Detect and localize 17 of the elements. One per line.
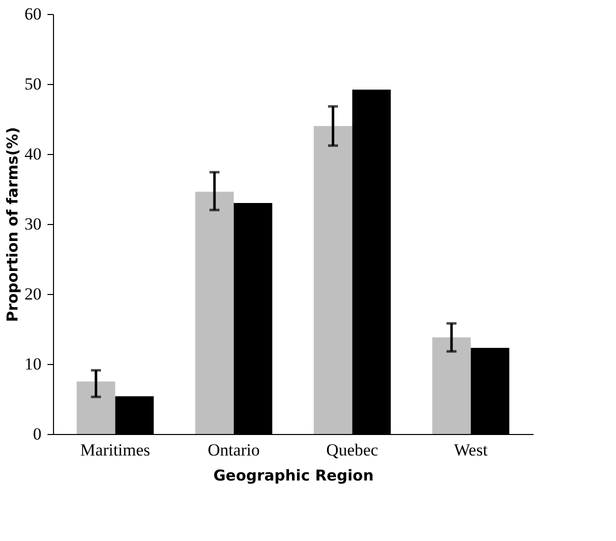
bar: [314, 126, 352, 434]
x-tick-label: Maritimes: [80, 440, 150, 460]
x-tick-label: Quebec: [326, 440, 379, 460]
y-tick-label: 30: [24, 214, 42, 234]
y-tick-label: 50: [24, 74, 42, 94]
x-tick-label: West: [454, 440, 488, 460]
y-tick-label: 40: [24, 144, 42, 164]
bar: [76, 382, 116, 434]
bar: [195, 192, 234, 434]
y-tick-label: 10: [24, 354, 42, 374]
x-tick-label: Ontario: [208, 440, 260, 460]
y-axis-title: Proportion of farms(%): [4, 126, 22, 322]
y-tick-label: 60: [24, 4, 42, 24]
y-tick-label: 0: [33, 424, 42, 444]
x-axis-title: Geographic Region: [213, 466, 374, 484]
bar: [432, 337, 471, 434]
y-tick-label: 20: [24, 284, 42, 304]
